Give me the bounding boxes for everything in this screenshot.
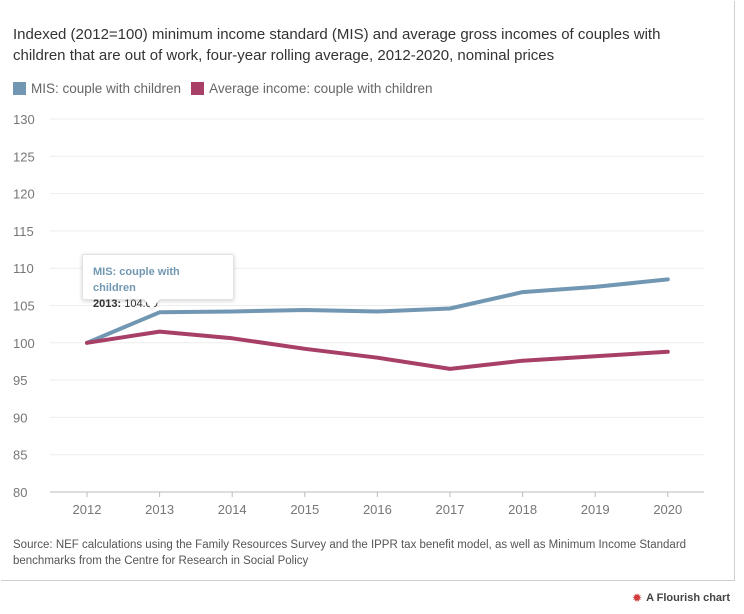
x-tick-label-2018: 2018 (508, 502, 537, 517)
chart-title: Indexed (2012=100) minimum income standa… (13, 26, 661, 64)
x-tick-label-2019: 2019 (581, 502, 610, 517)
legend-label-mis: MIS: couple with children (31, 81, 182, 96)
tooltip-year: 2013: (93, 298, 122, 310)
legend-swatch-average-income (191, 82, 205, 95)
y-tick-label-105: 105 (13, 299, 35, 314)
series-line-average-income (85, 329, 670, 371)
legend-item-mis[interactable]: MIS: couple with children (13, 81, 181, 96)
x-tick-label-2013: 2013 (145, 502, 174, 517)
y-tick-label-125: 125 (13, 149, 35, 164)
y-tick-label-80: 80 (13, 485, 27, 500)
chart-frame (1, 1, 735, 581)
tooltip: MIS: couple with children 2013: 104.09 (82, 254, 234, 310)
tooltip-arrow (144, 299, 160, 309)
series-line-mis (85, 277, 670, 345)
source-note: Source: NEF calculations using the Famil… (13, 539, 687, 567)
y-tick-label-90: 90 (13, 410, 27, 425)
legend-item-average-income[interactable]: Average income: couple with children (191, 81, 432, 96)
flourish-credit[interactable]: ✹ A Flourish chart (632, 591, 730, 605)
legend-swatch-mis (13, 82, 26, 95)
legend: MIS: couple with children Average income… (13, 81, 432, 96)
tooltip-series-name: MIS: couple with children (93, 266, 180, 294)
x-tick-label-2016: 2016 (363, 502, 392, 517)
x-tick-label-2017: 2017 (436, 502, 465, 517)
x-tick-label-2015: 2015 (290, 502, 319, 517)
y-tick-label-85: 85 (13, 448, 27, 463)
x-tick-label-2020: 2020 (653, 502, 682, 517)
y-tick-label-110: 110 (13, 261, 34, 276)
x-tick-label-2012: 2012 (73, 502, 102, 517)
y-tick-label-115: 115 (13, 224, 34, 239)
y-tick-label-130: 130 (13, 112, 35, 127)
flourish-logo-icon: ✹ (632, 591, 643, 605)
x-tick-label-2014: 2014 (218, 502, 247, 517)
y-tick-label-120: 120 (13, 187, 35, 202)
y-tick-label-100: 100 (13, 336, 35, 351)
y-tick-label-95: 95 (13, 373, 27, 388)
legend-label-average-income: Average income: couple with children (209, 81, 433, 96)
flourish-credit-label: A Flourish chart (646, 592, 730, 604)
